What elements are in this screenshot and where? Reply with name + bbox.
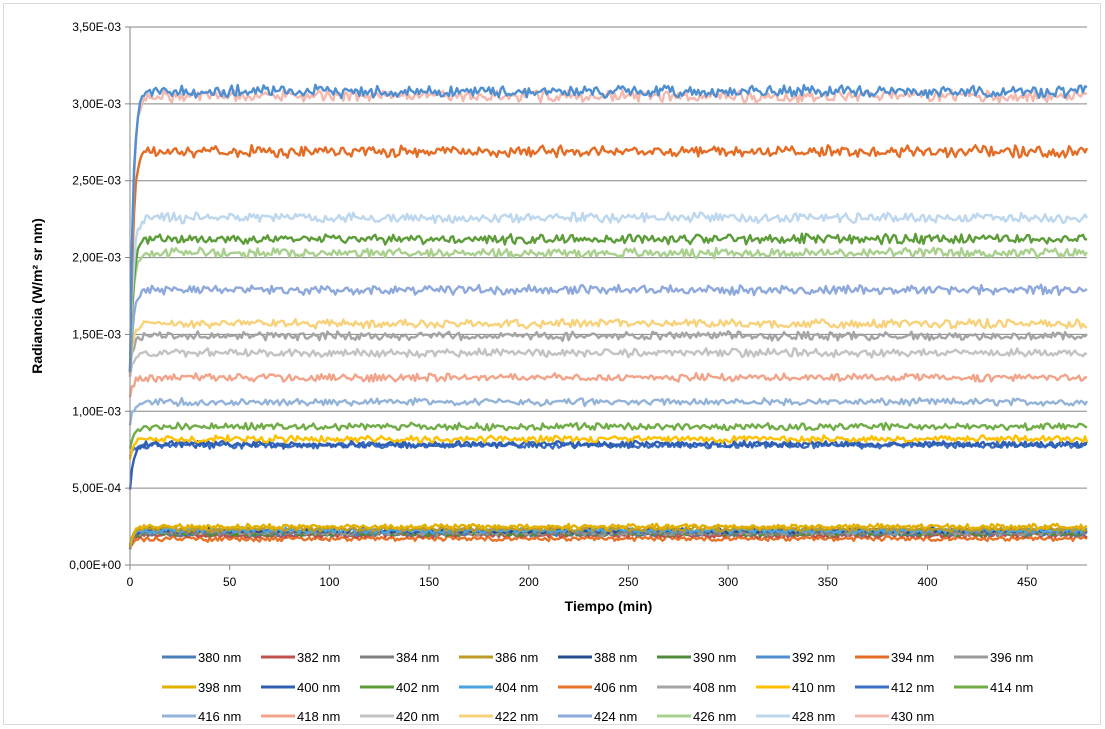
x-tick-label: 350 [818, 575, 838, 589]
x-axis-title: Tiempo (min) [565, 598, 653, 614]
legend-label: 384 nm [396, 650, 439, 665]
series-line-428-nm [128, 211, 1089, 373]
series-line-406-nm [129, 535, 1088, 548]
x-tick-label: 250 [618, 575, 638, 589]
legend-label: 426 nm [693, 709, 736, 724]
legend-label: 430 nm [891, 709, 934, 724]
y-tick-label: 1,00E-03 [72, 404, 121, 418]
legend-label: 398 nm [198, 680, 241, 695]
axes [129, 27, 1087, 566]
series-line-400-nm [128, 439, 1089, 490]
y-tick-label: 2,50E-03 [72, 174, 121, 188]
legend-label: 392 nm [792, 650, 835, 665]
legend-label: 408 nm [693, 680, 736, 695]
legend-label: 404 nm [495, 680, 538, 695]
x-tick-label: 150 [419, 575, 439, 589]
x-tick-label: 450 [1017, 575, 1037, 589]
legend-label: 394 nm [891, 650, 934, 665]
legend-label: 418 nm [297, 709, 340, 724]
legend: 380 nm 382 nm 384 nm 386 nm 388 nm 390 nm 392 … [162, 650, 1033, 724]
series-line-392-nm [128, 83, 1088, 373]
y-tick-label: 3,50E-03 [72, 20, 121, 34]
legend-label: 416 nm [198, 709, 241, 724]
legend-label: 428 nm [792, 709, 835, 724]
tick-labels: 0,00E+00 5,00E-04 1,00E-03 1,50E-03 2,00E-03… [69, 20, 1037, 589]
line-chart: 0,00E+00 5,00E-04 1,00E-03 1,50E-03 2,00E-03… [29, 20, 1089, 724]
series-line-410-nm [128, 434, 1089, 460]
series-line-398-nm [128, 522, 1088, 548]
legend-label: 420 nm [396, 709, 439, 724]
legend-label: 390 nm [693, 650, 736, 665]
x-tick-label: 400 [917, 575, 937, 589]
y-tick-label: 5,00E-04 [72, 481, 121, 495]
legend-label: 388 nm [594, 650, 637, 665]
series-line-418-nm [128, 371, 1088, 398]
series-lines [128, 83, 1089, 550]
legend-label: 380 nm [198, 650, 241, 665]
legend-label: 410 nm [792, 680, 835, 695]
series-line-420-nm [128, 347, 1088, 377]
y-tick-label: 0,00E+00 [69, 558, 121, 572]
legend-label: 382 nm [297, 650, 340, 665]
series-line-416-nm [128, 396, 1089, 426]
series-line-426-nm [128, 246, 1088, 373]
y-tick-label: 1,50E-03 [72, 327, 121, 341]
x-tick-label: 100 [319, 575, 339, 589]
series-line-430-nm [128, 88, 1088, 377]
series-line-424-nm [128, 283, 1088, 377]
x-tick-label: 300 [718, 575, 738, 589]
x-tick-label: 0 [127, 575, 134, 589]
y-axis-title: Radiancia (W/m² sr nm) [29, 218, 45, 374]
x-tick-label: 50 [223, 575, 237, 589]
series-line-402-nm [128, 232, 1088, 374]
series-line-414-nm [128, 421, 1088, 449]
series-line-412-nm [128, 440, 1088, 458]
legend-label: 386 nm [495, 650, 538, 665]
legend-label: 414 nm [990, 680, 1033, 695]
legend-label: 412 nm [891, 680, 934, 695]
legend-label: 396 nm [990, 650, 1033, 665]
y-tick-label: 3,00E-03 [72, 97, 121, 111]
series-line-394-nm [128, 143, 1089, 372]
legend-label: 406 nm [594, 680, 637, 695]
legend-label: 424 nm [594, 709, 637, 724]
legend-label: 422 nm [495, 709, 538, 724]
legend-label: 402 nm [396, 680, 439, 695]
x-tick-label: 200 [519, 575, 539, 589]
legend-label: 400 nm [297, 680, 340, 695]
series-line-422-nm [128, 317, 1088, 371]
series-line-408-nm [128, 330, 1088, 370]
chart-frame: 0,00E+00 5,00E-04 1,00E-03 1,50E-03 2,00E-03… [3, 3, 1101, 725]
y-tick-label: 2,00E-03 [72, 251, 121, 265]
